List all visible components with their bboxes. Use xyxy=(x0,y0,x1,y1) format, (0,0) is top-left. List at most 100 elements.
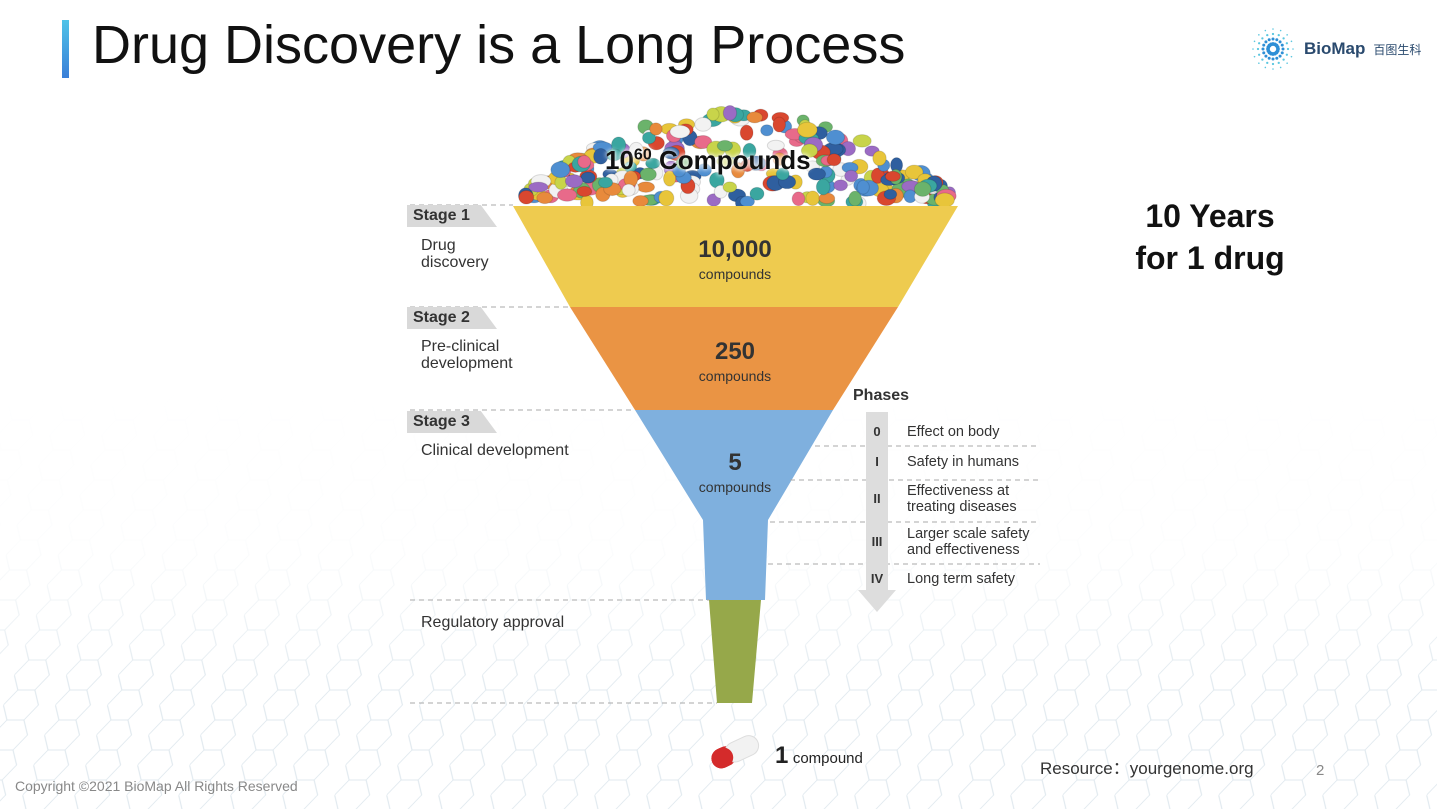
pill xyxy=(694,135,713,150)
pill xyxy=(746,111,764,124)
phase-description: Safety in humans xyxy=(907,454,1020,470)
title-accent-bar xyxy=(62,20,69,78)
stage-2-count: 250 compounds xyxy=(635,340,835,388)
funnel-stage-2 xyxy=(570,307,898,410)
pill xyxy=(856,179,870,195)
pill xyxy=(536,191,554,205)
pill xyxy=(550,161,571,179)
pill xyxy=(722,104,738,121)
phase-number: 0 xyxy=(873,424,881,439)
pill xyxy=(528,181,549,193)
stage-3-tag: Stage 3 xyxy=(407,411,497,433)
pill xyxy=(662,146,680,160)
pill xyxy=(807,167,827,181)
stage-2-tag: Stage 2 xyxy=(407,307,497,329)
funnel-stage-1 xyxy=(513,206,958,307)
pill xyxy=(556,188,578,202)
stage-1-count: 10,000 compounds xyxy=(635,238,835,286)
pill xyxy=(800,143,819,158)
pill xyxy=(716,155,735,168)
final-count: 1 xyxy=(775,742,789,769)
count: 250 xyxy=(714,338,756,365)
phase-description: Effectiveness at treating diseases xyxy=(907,483,1017,515)
phases-arrow xyxy=(858,412,896,612)
biomap-logo-icon xyxy=(1252,28,1294,70)
phase-number: I xyxy=(875,454,879,469)
unit: compounds xyxy=(698,479,772,495)
pill xyxy=(934,192,955,208)
years-callout: 10 Years for 1 drug xyxy=(1100,195,1320,279)
phases-heading: Phases xyxy=(853,387,910,404)
compound-pills-pile xyxy=(518,104,957,211)
pill xyxy=(597,176,614,189)
top-label: Compounds xyxy=(658,145,811,175)
pill xyxy=(825,129,846,146)
pill xyxy=(815,178,831,196)
pill xyxy=(593,148,609,165)
count: 5 xyxy=(728,449,742,476)
phase-description: Long term safety xyxy=(907,571,1015,587)
phase-description: Effect on body xyxy=(907,424,1000,440)
phase-number: III xyxy=(871,534,883,549)
pill xyxy=(904,164,924,180)
pill xyxy=(706,107,720,122)
logo-cn: 百图生科 xyxy=(1373,42,1422,57)
regulatory-desc: Regulatory approval xyxy=(421,614,565,631)
pill xyxy=(791,191,806,207)
logo-name: BioMap xyxy=(1304,39,1366,58)
pill xyxy=(696,163,712,177)
page-title: Drug Discovery is a Long Process xyxy=(92,15,906,75)
stage-2-desc: Pre-clinical development xyxy=(421,338,513,372)
pill xyxy=(632,194,649,208)
pill xyxy=(833,179,849,192)
funnel-regulatory xyxy=(709,600,761,703)
unit: compounds xyxy=(698,368,772,384)
pill xyxy=(564,174,584,189)
years-line2: for 1 drug xyxy=(1135,240,1285,276)
pill xyxy=(518,190,535,205)
stage-dividers xyxy=(410,204,1040,704)
pill xyxy=(760,124,774,137)
stage-1-desc: Drug discovery xyxy=(421,237,489,271)
pill xyxy=(628,141,644,159)
pill xyxy=(663,170,677,187)
pill xyxy=(884,170,901,182)
pill xyxy=(872,150,887,167)
pill xyxy=(694,116,712,132)
pill xyxy=(775,167,790,181)
stage-3-count: 5 compounds xyxy=(635,451,835,499)
pill xyxy=(913,181,932,197)
final-unit: compound xyxy=(792,750,863,767)
pill xyxy=(576,185,593,198)
pill xyxy=(641,131,657,145)
pill xyxy=(883,188,898,200)
pill xyxy=(826,153,842,167)
copyright-footer: Copyright ©2021 BioMap All Rights Reserv… xyxy=(15,778,298,794)
pill xyxy=(740,158,755,173)
pill xyxy=(772,116,786,133)
phase-number: IV xyxy=(870,571,884,586)
compounds-count-top: 1060 Compounds xyxy=(605,145,811,176)
pill xyxy=(658,189,675,207)
phase-description: Larger scale safety and effectiveness xyxy=(907,526,1030,558)
stage-3-desc: Clinical development xyxy=(421,442,569,459)
pill xyxy=(739,124,754,141)
years-line1: 10 Years xyxy=(1145,198,1275,234)
pill xyxy=(636,181,656,193)
capsule-icon xyxy=(711,735,760,769)
top-base: 10 xyxy=(605,145,634,175)
funnel-stage-3 xyxy=(635,410,833,600)
pill xyxy=(621,183,636,197)
pill xyxy=(716,139,734,152)
pill xyxy=(749,186,765,201)
pill xyxy=(848,190,862,207)
pill xyxy=(796,121,818,138)
pill xyxy=(805,190,820,206)
pill xyxy=(844,169,859,183)
final-compound: 1 compound xyxy=(775,742,863,770)
stage-1-tag: Stage 1 xyxy=(407,205,497,227)
top-exponent: 60 xyxy=(633,146,652,164)
pill xyxy=(766,139,785,152)
unit: compounds xyxy=(698,266,772,282)
